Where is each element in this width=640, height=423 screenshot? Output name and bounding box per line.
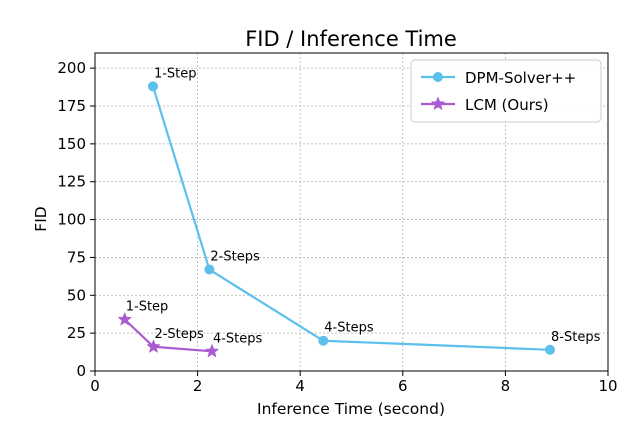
y-tick-label: 75 bbox=[67, 248, 86, 266]
y-tick-label: 100 bbox=[57, 211, 86, 229]
legend-marker-1 bbox=[430, 96, 446, 111]
data-label-0-1: 2-Steps bbox=[210, 250, 260, 265]
y-tick-label: 125 bbox=[57, 173, 86, 191]
data-point-0-1 bbox=[204, 264, 215, 275]
x-tick-label: 8 bbox=[501, 377, 511, 395]
x-tick-label: 6 bbox=[398, 377, 408, 395]
y-tick-label: 25 bbox=[67, 324, 86, 342]
plot-frame bbox=[94, 52, 609, 372]
x-tick-label: 2 bbox=[193, 377, 203, 395]
legend-marker-0 bbox=[433, 72, 443, 82]
data-label-1-2: 4-Steps bbox=[213, 331, 263, 346]
labels-layer: 1-Step 2-Steps 4-Steps 8-Steps 1-Step 2-Steps… bbox=[126, 66, 601, 346]
legend: DPM-Solver++ LCM (Ours) bbox=[410, 59, 602, 123]
y-tick-label: 150 bbox=[57, 135, 86, 153]
data-label-0-2: 4-Steps bbox=[324, 321, 374, 336]
data-label-1-1: 2-Steps bbox=[154, 327, 204, 342]
data-point-0-0 bbox=[147, 81, 158, 92]
y-tick-label: 175 bbox=[57, 97, 86, 115]
data-point-0-2 bbox=[318, 335, 329, 346]
x-tick-label: 0 bbox=[90, 377, 100, 395]
x-tick-label: 4 bbox=[295, 377, 305, 395]
y-tick-label: 50 bbox=[67, 286, 86, 304]
data-label-0-0: 1-Step bbox=[154, 66, 197, 81]
series-layer bbox=[117, 81, 556, 358]
data-point-0-3 bbox=[545, 344, 556, 355]
data-point-1-1 bbox=[146, 339, 161, 353]
data-label-1-0: 1-Step bbox=[126, 300, 169, 315]
y-tick-label: 0 bbox=[76, 362, 86, 380]
legend-entry-0: DPM-Solver++ bbox=[465, 69, 576, 87]
x-axis-label: Inference Time (second) bbox=[257, 400, 445, 418]
series-line-0 bbox=[151, 85, 551, 351]
data-point-1-2 bbox=[204, 343, 220, 358]
data-point-1-0 bbox=[117, 311, 133, 326]
x-tick-label: 10 bbox=[598, 377, 617, 395]
chart-title: FID / Inference Time bbox=[245, 27, 457, 51]
grid-layer bbox=[94, 53, 609, 372]
y-tick-label: 200 bbox=[57, 59, 86, 77]
legend-entry-1: LCM (Ours) bbox=[465, 96, 549, 114]
data-label-0-3: 8-Steps bbox=[551, 330, 601, 345]
legend-box bbox=[410, 59, 602, 123]
y-axis-label: FID bbox=[32, 206, 50, 231]
